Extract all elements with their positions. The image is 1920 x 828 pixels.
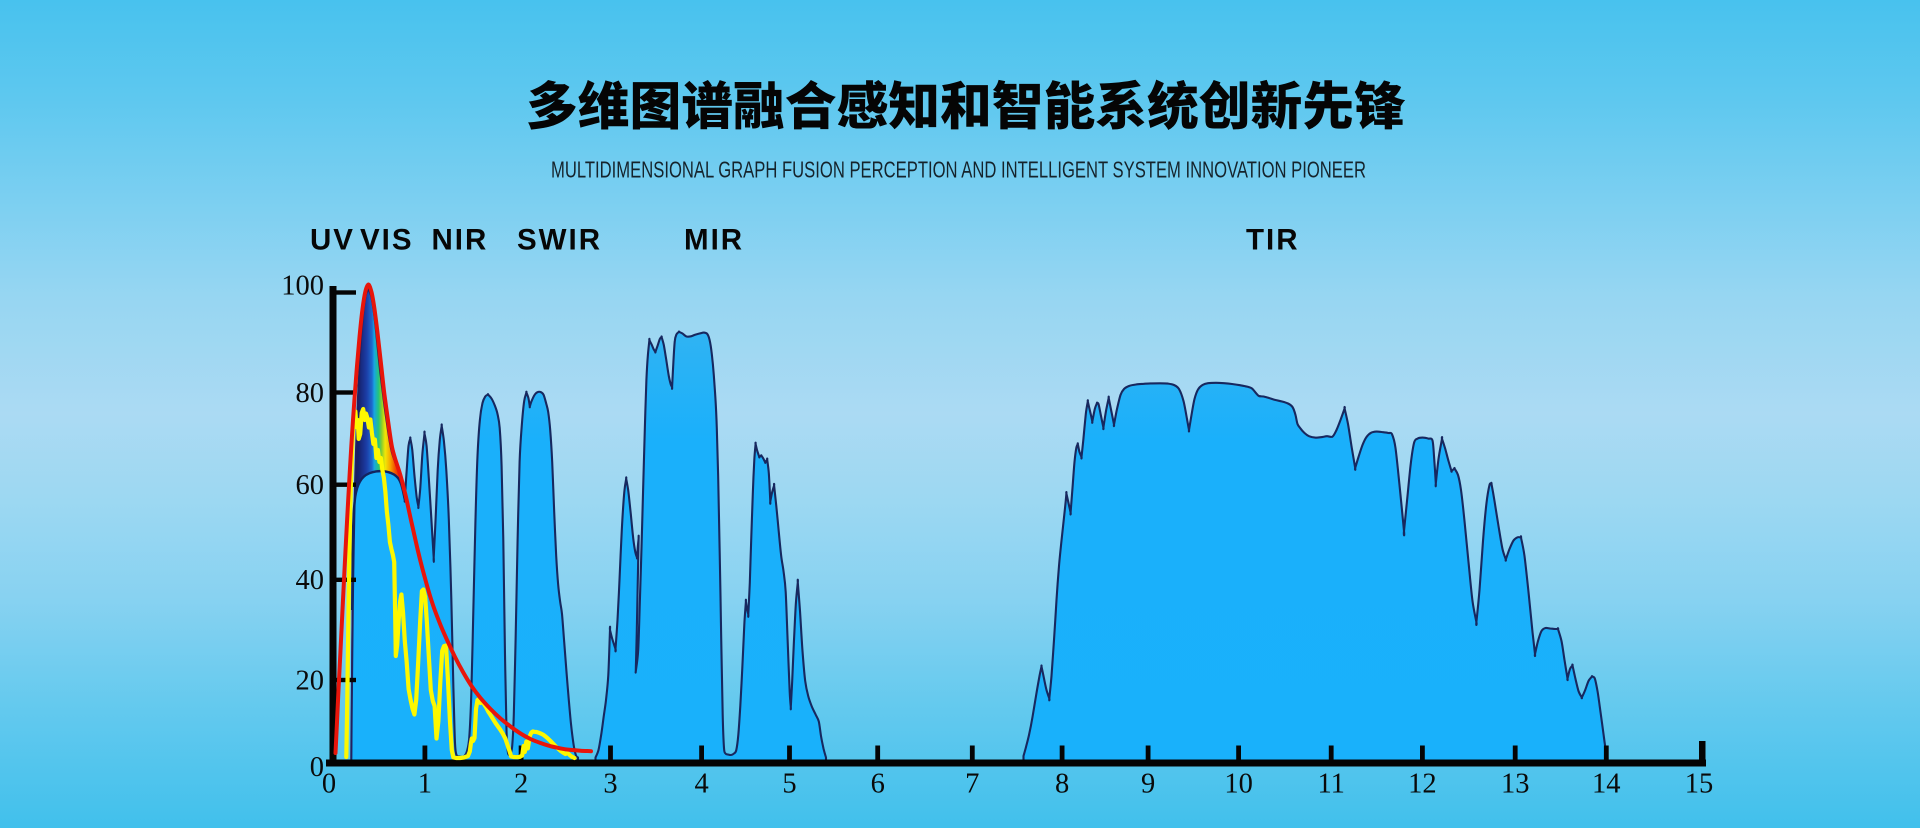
- svg-text:6: 6: [871, 769, 885, 800]
- svg-text:3: 3: [603, 769, 617, 800]
- svg-text:20: 20: [296, 666, 325, 697]
- svg-text:1: 1: [418, 769, 432, 800]
- svg-text:40: 40: [296, 565, 325, 596]
- svg-text:13: 13: [1501, 769, 1530, 800]
- svg-text:MIR: MIR: [684, 224, 744, 257]
- svg-text:10: 10: [1224, 769, 1253, 800]
- svg-text:TIR: TIR: [1246, 224, 1300, 257]
- svg-text:5: 5: [782, 769, 796, 800]
- svg-text:60: 60: [296, 470, 325, 501]
- svg-text:15: 15: [1685, 769, 1714, 800]
- svg-text:NIR: NIR: [432, 224, 489, 257]
- svg-text:9: 9: [1141, 769, 1155, 800]
- svg-text:14: 14: [1592, 769, 1621, 800]
- svg-text:11: 11: [1317, 769, 1344, 800]
- svg-text:7: 7: [965, 769, 979, 800]
- svg-text:0: 0: [310, 752, 324, 783]
- svg-text:2: 2: [514, 769, 528, 800]
- svg-text:MULTIDIMENSIONAL GRAPH FUSION: MULTIDIMENSIONAL GRAPH FUSION PERCEPTION…: [551, 157, 1366, 183]
- svg-text:80: 80: [296, 378, 325, 409]
- svg-text:100: 100: [281, 271, 324, 302]
- svg-text:SWIR: SWIR: [517, 224, 602, 257]
- svg-text:VIS: VIS: [360, 224, 414, 257]
- svg-text:0: 0: [322, 769, 336, 800]
- svg-text:8: 8: [1055, 769, 1069, 800]
- svg-text:12: 12: [1408, 769, 1437, 800]
- svg-text:UV: UV: [310, 224, 355, 257]
- svg-text:4: 4: [694, 769, 708, 800]
